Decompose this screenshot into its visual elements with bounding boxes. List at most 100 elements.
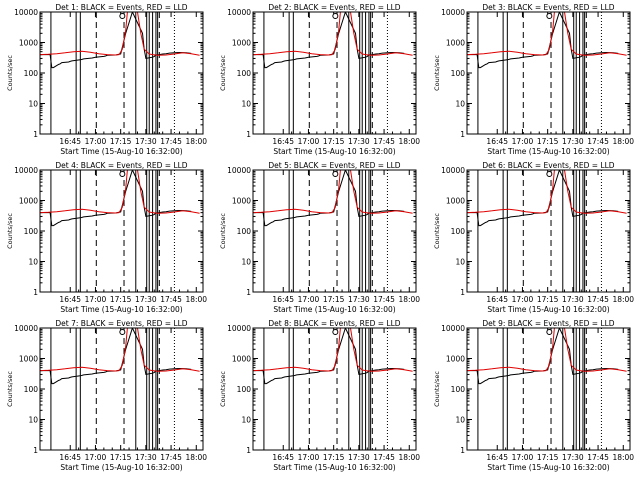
x-tick-label: 17:30 <box>562 295 584 304</box>
x-tick-label: 18:00 <box>185 295 207 304</box>
plot-frame <box>252 169 417 293</box>
y-axis-label: Counts/sec <box>219 55 227 91</box>
plot-frame <box>39 11 204 135</box>
y-tick-label: 1 <box>246 288 251 297</box>
y-tick-label: 10 <box>455 100 465 109</box>
x-tick-label: 16:45 <box>272 137 294 146</box>
series-lld-line <box>40 170 200 214</box>
series-events-line <box>253 12 405 69</box>
x-axis-label: Start Time (15-Aug-10 16:32:00) <box>60 147 182 156</box>
y-tick-label: 1000 <box>446 39 465 48</box>
peak-marker <box>119 171 126 177</box>
series-events-line <box>253 170 405 227</box>
y-tick-label: 10 <box>241 416 251 425</box>
x-tick-label: 16:45 <box>486 295 508 304</box>
y-tick-label: 1000 <box>446 197 465 206</box>
y-tick-label: 10000 <box>441 166 465 175</box>
x-tick-label: 18:00 <box>185 453 207 462</box>
series-events-line <box>253 328 405 385</box>
x-tick-label: 17:45 <box>587 453 609 462</box>
y-tick-label: 1000 <box>19 39 38 48</box>
x-axis-label: Start Time (15-Aug-10 16:32:00) <box>273 147 395 156</box>
x-tick-label: 17:00 <box>512 453 534 462</box>
plot-area <box>467 12 627 134</box>
series-lld-line <box>40 12 200 56</box>
series-events-line <box>40 328 192 385</box>
y-tick-label: 10000 <box>14 324 38 333</box>
peak-marker <box>546 13 553 19</box>
peak-marker <box>119 329 126 335</box>
y-tick-label: 1000 <box>446 355 465 364</box>
x-tick-label: 17:45 <box>373 137 395 146</box>
plot-area <box>253 12 413 134</box>
x-tick-label: 18:00 <box>398 453 420 462</box>
y-tick-label: 100 <box>237 69 252 78</box>
x-axis-label: Start Time (15-Aug-10 16:32:00) <box>487 147 609 156</box>
x-tick-label: 17:00 <box>85 295 107 304</box>
panel-title: Det 4: BLACK = Events, RED = LLD <box>55 161 187 170</box>
peak-marker <box>546 329 553 335</box>
y-tick-label: 10000 <box>14 166 38 175</box>
series-lld-line <box>467 328 627 372</box>
x-tick-label: 16:45 <box>486 453 508 462</box>
y-tick-label: 10 <box>28 100 38 109</box>
x-tick-label: 16:45 <box>59 295 81 304</box>
y-tick-label: 1000 <box>232 197 251 206</box>
y-tick-label: 100 <box>451 385 466 394</box>
y-tick-label: 100 <box>237 227 252 236</box>
panel-det-6: Det 6: BLACK = Events, RED = LLD Counts/s… <box>433 161 634 314</box>
y-tick-label: 10 <box>455 416 465 425</box>
x-tick-label: 17:30 <box>348 137 370 146</box>
y-tick-label: 1 <box>246 446 251 455</box>
y-axis-label: Counts/sec <box>219 213 227 249</box>
x-tick-label: 17:45 <box>160 295 182 304</box>
x-tick-label: 17:15 <box>323 295 345 304</box>
y-tick-label: 1 <box>460 288 465 297</box>
x-tick-label: 17:00 <box>512 295 534 304</box>
y-tick-label: 1 <box>33 288 38 297</box>
x-tick-label: 16:45 <box>59 137 81 146</box>
y-tick-label: 1 <box>246 130 251 139</box>
plot-area <box>40 170 200 292</box>
y-tick-label: 10000 <box>227 324 251 333</box>
y-tick-label: 10 <box>241 100 251 109</box>
plot-area <box>253 328 413 450</box>
x-axis-label: Start Time (15-Aug-10 16:32:00) <box>60 463 182 472</box>
series-events-line <box>40 12 192 69</box>
y-tick-label: 10000 <box>441 8 465 17</box>
x-tick-label: 17:45 <box>587 137 609 146</box>
x-tick-label: 17:00 <box>298 453 320 462</box>
series-lld-line <box>253 328 413 372</box>
y-axis-label: Counts/sec <box>6 371 14 407</box>
plot-area <box>467 328 627 450</box>
x-tick-label: 17:30 <box>562 137 584 146</box>
panel-det-2: Det 2: BLACK = Events, RED = LLD Counts/s… <box>219 3 420 156</box>
y-axis-label: Counts/sec <box>6 213 14 249</box>
series-lld-line <box>253 170 413 214</box>
peak-marker <box>332 171 339 177</box>
y-tick-label: 1000 <box>19 355 38 364</box>
x-tick-label: 17:30 <box>562 453 584 462</box>
plot-frame <box>252 327 417 451</box>
y-axis-label: Counts/sec <box>433 371 441 407</box>
plot-frame <box>39 169 204 293</box>
peak-marker <box>119 13 126 19</box>
x-tick-label: 17:45 <box>587 295 609 304</box>
y-tick-label: 100 <box>237 385 252 394</box>
x-tick-label: 17:30 <box>135 137 157 146</box>
panel-title: Det 1: BLACK = Events, RED = LLD <box>55 3 187 12</box>
x-tick-label: 18:00 <box>612 453 634 462</box>
x-tick-label: 16:45 <box>272 453 294 462</box>
y-tick-label: 10000 <box>227 8 251 17</box>
x-tick-label: 17:30 <box>348 453 370 462</box>
y-tick-label: 1 <box>460 130 465 139</box>
plot-area <box>40 12 200 134</box>
panel-title: Det 8: BLACK = Events, RED = LLD <box>268 319 400 328</box>
panel-det-5: Det 5: BLACK = Events, RED = LLD Counts/s… <box>219 161 420 314</box>
plot-frame <box>466 169 631 293</box>
x-tick-label: 17:15 <box>110 137 132 146</box>
x-tick-label: 16:45 <box>59 453 81 462</box>
x-tick-label: 18:00 <box>612 295 634 304</box>
x-axis-label: Start Time (15-Aug-10 16:32:00) <box>487 305 609 314</box>
